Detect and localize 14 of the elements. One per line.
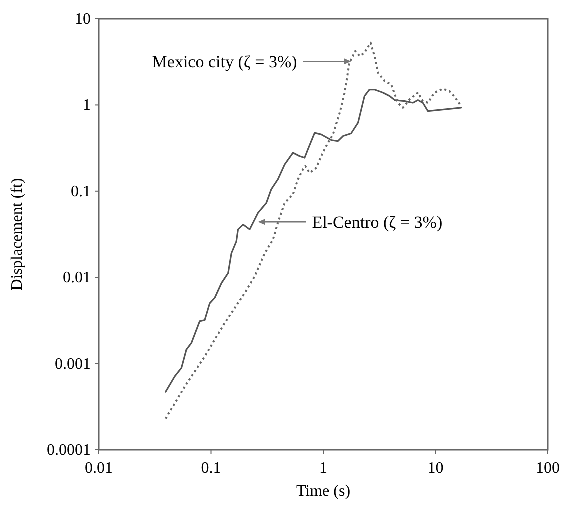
y-tick-label: 0.01 bbox=[63, 270, 91, 287]
annotation: El-Centro (ζ = 3%) bbox=[312, 213, 443, 232]
x-tick-label: 100 bbox=[536, 460, 560, 477]
x-tick-label: 10 bbox=[428, 460, 444, 477]
y-tick-label: 0.0001 bbox=[47, 442, 91, 459]
y-axis-title: Displacement (ft) bbox=[9, 178, 26, 291]
annotation: Mexico city (ζ = 3%) bbox=[152, 52, 298, 72]
x-tick-label: 0.1 bbox=[201, 460, 222, 477]
y-tick-label: 0.1 bbox=[71, 183, 91, 200]
x-axis-title: Time (s) bbox=[296, 483, 351, 500]
y-tick-label: 10 bbox=[75, 11, 91, 28]
x-tick-label: 1 bbox=[320, 460, 328, 477]
y-tick-label: 0.001 bbox=[55, 356, 91, 373]
y-tick-label: 1 bbox=[83, 97, 91, 114]
